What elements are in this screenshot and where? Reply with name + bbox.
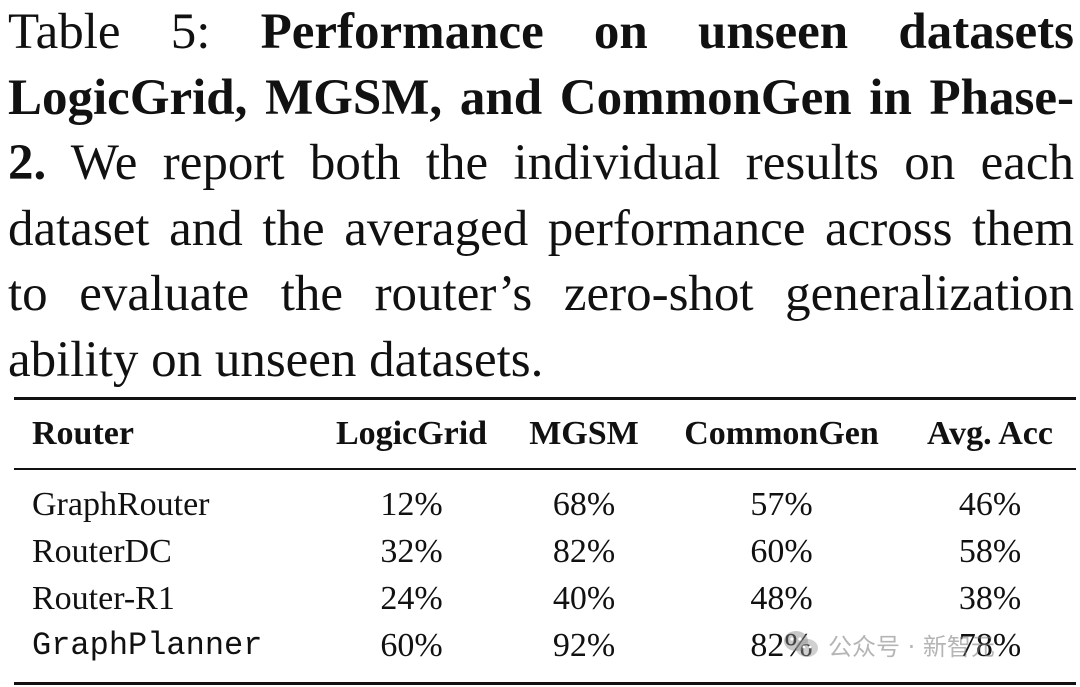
header-avg-acc: Avg. Acc <box>927 415 1053 452</box>
header-commongen: CommonGen <box>684 415 879 452</box>
commongen-value: 48% <box>750 579 813 617</box>
mgsm-value: 40% <box>552 579 616 617</box>
table-top-rule <box>14 397 1076 400</box>
commongen-value: 57% <box>750 485 813 523</box>
header-mgsm: MGSM <box>529 415 639 452</box>
avg-acc-value: 58% <box>958 532 1022 570</box>
router-name: GraphRouter <box>32 485 210 523</box>
logicgrid-value: 12% <box>380 485 443 523</box>
table-row: RouterDC 32% 82% 60% 58% <box>14 528 1076 575</box>
header-logicgrid: LogicGrid <box>335 415 488 452</box>
router-name: Router-R1 <box>32 579 175 617</box>
header-router: Router <box>32 415 134 452</box>
table-header-rule <box>14 468 1076 470</box>
commongen-value: 60% <box>750 532 813 570</box>
mgsm-value: 92% <box>552 626 616 664</box>
avg-acc-value: 46% <box>958 485 1022 523</box>
mgsm-value: 82% <box>552 532 616 570</box>
avg-acc-value: 38% <box>958 579 1022 617</box>
table-caption: Table 5: Performance on unseen datasets … <box>8 0 1074 393</box>
commongen-value: 82% <box>750 626 813 664</box>
logicgrid-value: 60% <box>380 626 443 664</box>
caption-title: Performance on unseen datasets LogicGrid… <box>8 4 1075 191</box>
table-row: GraphRouter 12% 68% 57% 46% <box>14 468 1076 528</box>
table-bottom-rule <box>14 682 1076 685</box>
logicgrid-value: 24% <box>380 579 443 617</box>
mgsm-value: 68% <box>552 485 616 523</box>
router-name: RouterDC <box>32 532 172 570</box>
avg-acc-value: 78% <box>958 626 1022 664</box>
results-table: Router LogicGrid MGSM CommonGen Avg. Acc… <box>14 400 1076 669</box>
table-row: Router-R1 24% 40% 48% 38% <box>14 575 1076 622</box>
table-row: GraphPlanner 60% 92% 82% 78% <box>14 622 1076 669</box>
caption-label: Table 5: <box>8 4 211 60</box>
logicgrid-value: 32% <box>380 532 443 570</box>
router-name-method: GraphPlanner <box>32 627 263 664</box>
caption-body: We report both the individual results on… <box>8 135 1074 388</box>
table-header-row: Router LogicGrid MGSM CommonGen Avg. Acc <box>14 400 1076 468</box>
